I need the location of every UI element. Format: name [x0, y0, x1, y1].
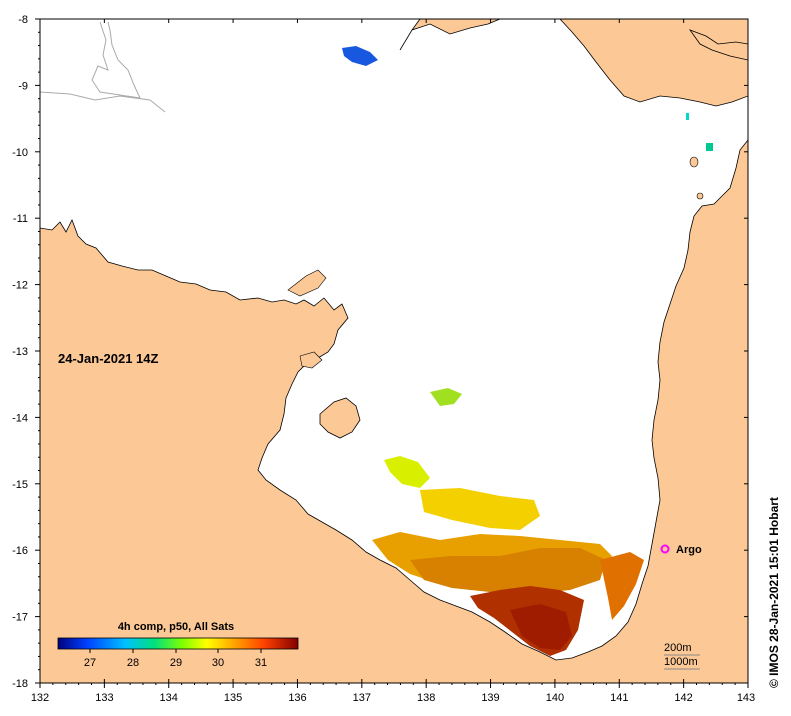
- lon-tick-label: 134: [160, 692, 178, 704]
- island: [689, 156, 699, 168]
- legend-tick-label: 31: [255, 657, 267, 669]
- lon-tick-label: 132: [31, 692, 49, 704]
- lon-tick-label: 143: [737, 692, 755, 704]
- island: [287, 269, 327, 297]
- land-groote-eylandt: [319, 397, 361, 439]
- lon-tick-label: 137: [353, 692, 371, 704]
- lon-tick-label: 138: [417, 692, 435, 704]
- lat-tick-label: -15: [12, 479, 28, 491]
- depth-label-1000m: 1000m: [664, 656, 698, 668]
- legend-ticks: [89, 649, 262, 653]
- lat-tick-label: -10: [12, 147, 28, 159]
- land-new-guinea: [399, 19, 748, 107]
- land-northern-territory: [40, 139, 748, 683]
- lon-tick-label: 140: [546, 692, 564, 704]
- island: [299, 351, 323, 369]
- legend-tick-label: 30: [212, 657, 224, 669]
- lat-tick-label: -12: [12, 280, 28, 292]
- argo-marker[interactable]: [660, 544, 670, 554]
- depth-label-200m: 200m: [664, 642, 692, 654]
- legend-title: 4h comp, p50, All Sats: [118, 621, 234, 633]
- lon-tick-label: 141: [610, 692, 628, 704]
- depth-contour: [91, 21, 141, 99]
- legend-tick-label: 28: [127, 657, 139, 669]
- lon-tick-label: 135: [224, 692, 242, 704]
- sst-data-layer: [342, 46, 713, 656]
- lon-tick-label: 142: [674, 692, 692, 704]
- depth-contour: [40, 91, 166, 113]
- lat-tick-label: -13: [12, 346, 28, 358]
- lat-tick-label: -11: [13, 213, 28, 225]
- lat-tick-label: -18: [12, 678, 28, 690]
- legend-tick-label: 27: [84, 657, 96, 669]
- island: [696, 192, 704, 200]
- date-label: 24-Jan-2021 14Z: [58, 351, 159, 366]
- lat-tick-label: -14: [12, 412, 28, 424]
- lat-tick-label: -8: [18, 14, 28, 26]
- lon-tick-label: 136: [288, 692, 306, 704]
- lat-tick-label: -16: [12, 545, 28, 557]
- lat-tick-label: -17: [12, 612, 28, 624]
- legend-tick-label: 29: [170, 657, 182, 669]
- legend-colorbar: [57, 637, 299, 650]
- lon-tick-label: 133: [95, 692, 113, 704]
- land-new-guinea-coast: [688, 29, 748, 61]
- axis-ticks: [35, 18, 749, 688]
- lon-tick-label: 139: [481, 692, 499, 704]
- argo-label: Argo: [676, 544, 702, 556]
- credit-text: © IMOS 28-Jan-2021 15:01 Hobart: [767, 497, 781, 688]
- lat-tick-label: -9: [18, 80, 28, 92]
